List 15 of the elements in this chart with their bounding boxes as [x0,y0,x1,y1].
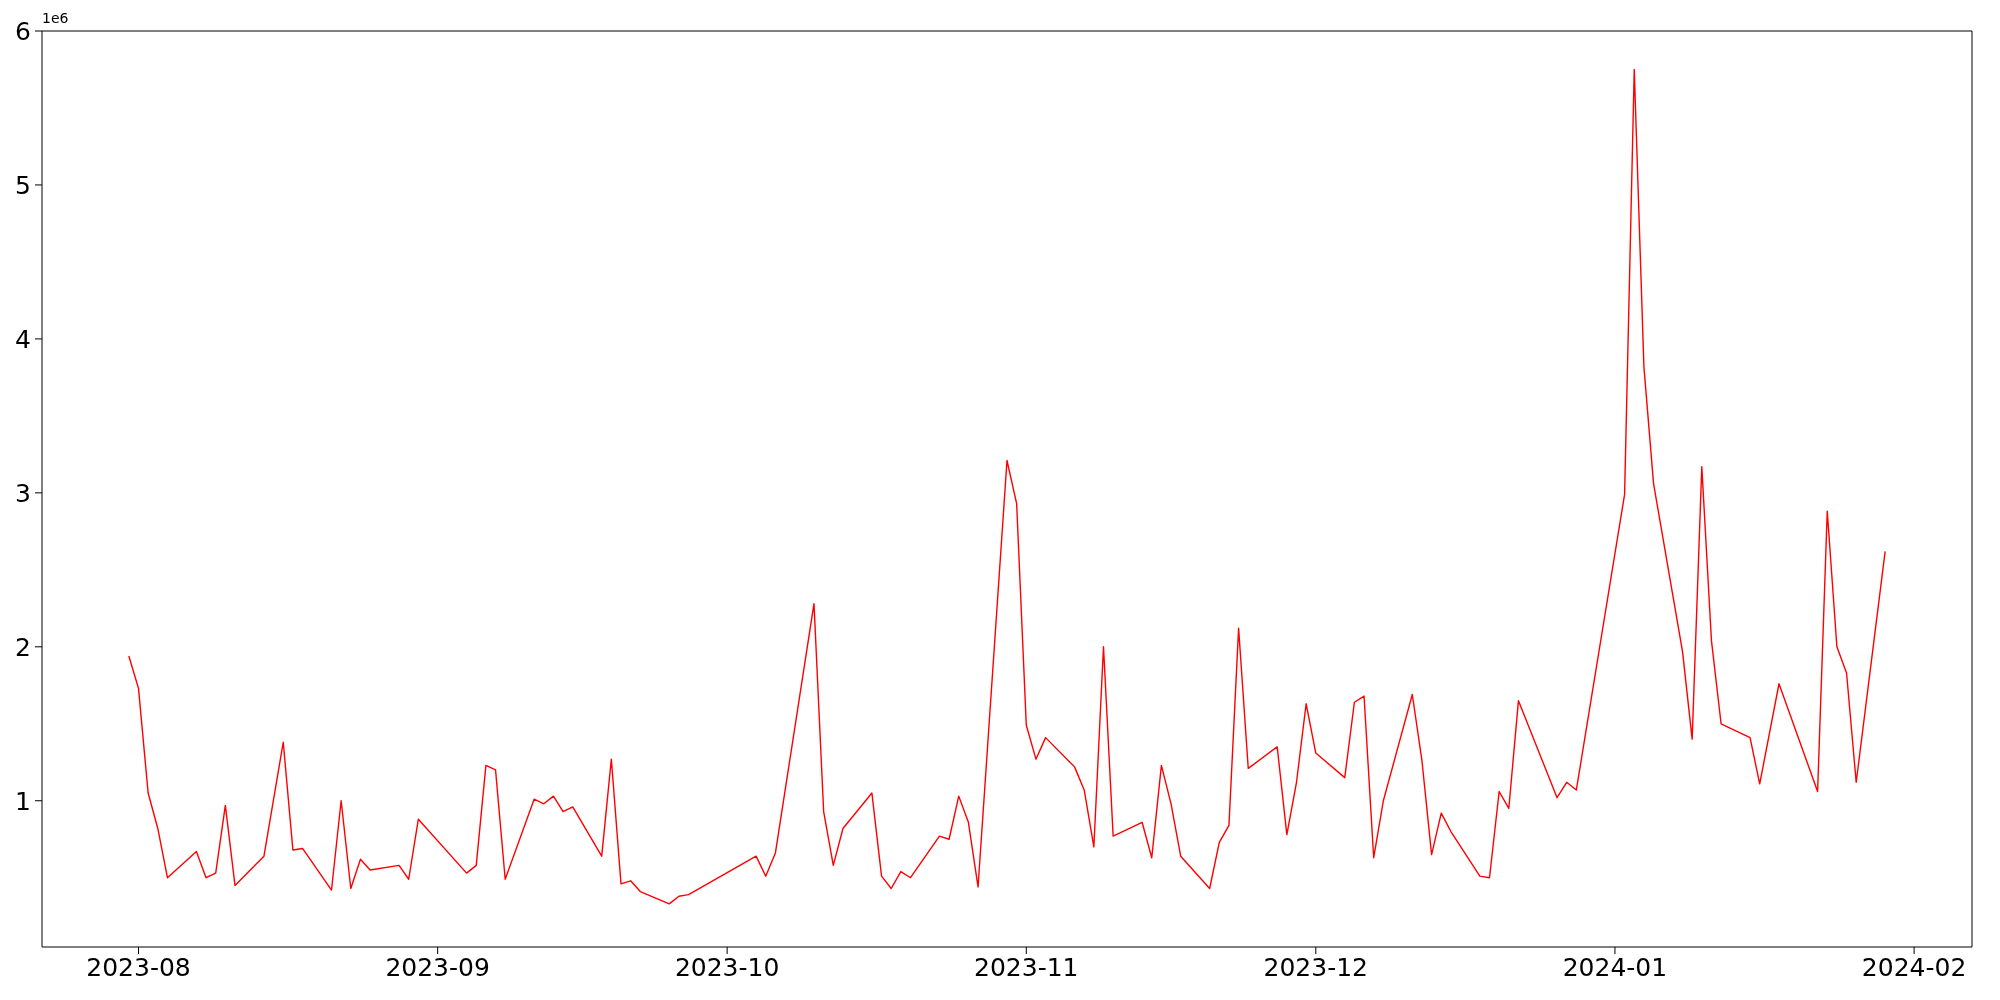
y-tick-label: 5 [15,170,31,200]
text: 1e6 [42,10,69,26]
x-tick-label: 2023-10 [674,952,780,982]
x-tick-label: 2024-01 [1562,952,1668,982]
x-tick-label: 2023-11 [974,952,1079,982]
y-tick-label: 4 [15,324,31,354]
x-tick-label: 2023-12 [1263,952,1369,982]
y-tick-label: 2 [15,632,31,662]
x-tick-label: 2023-09 [385,952,490,982]
x-tick-label: 2023-08 [86,952,191,982]
x-tick-label: 2024-02 [1861,952,1967,982]
y-tick-label: 6 [15,16,31,46]
y-tick-label: 1 [15,786,31,816]
y-tick-label: 3 [15,478,31,508]
line-series [128,68,1886,905]
